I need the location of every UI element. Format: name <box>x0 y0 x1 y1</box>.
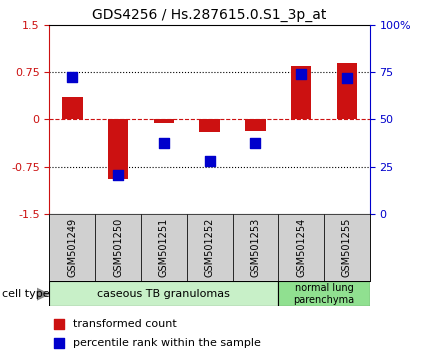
Point <box>115 172 122 178</box>
Bar <box>233 214 278 281</box>
Text: GSM501255: GSM501255 <box>342 218 352 278</box>
Bar <box>95 214 141 281</box>
Point <box>160 141 167 146</box>
Bar <box>245 119 266 131</box>
Bar <box>291 66 311 119</box>
Polygon shape <box>37 288 49 300</box>
Bar <box>324 214 370 281</box>
Bar <box>187 214 233 281</box>
Point <box>344 76 350 81</box>
Bar <box>141 214 187 281</box>
Text: cell type: cell type <box>2 289 50 299</box>
Text: transformed count: transformed count <box>73 319 177 329</box>
Text: GSM501251: GSM501251 <box>159 218 169 278</box>
Title: GDS4256 / Hs.287615.0.S1_3p_at: GDS4256 / Hs.287615.0.S1_3p_at <box>92 8 327 22</box>
Point <box>312 266 319 271</box>
Text: normal lung
parenchyma: normal lung parenchyma <box>293 283 355 305</box>
Bar <box>49 214 95 281</box>
Text: caseous TB granulomas: caseous TB granulomas <box>98 289 230 299</box>
Bar <box>278 214 324 281</box>
Bar <box>278 281 370 306</box>
Point <box>298 71 304 77</box>
Bar <box>62 97 83 119</box>
Bar <box>154 119 174 122</box>
Bar <box>337 63 357 119</box>
Text: GSM501249: GSM501249 <box>68 218 77 278</box>
Point <box>312 88 319 94</box>
Text: GSM501250: GSM501250 <box>113 218 123 278</box>
Text: percentile rank within the sample: percentile rank within the sample <box>73 338 261 348</box>
Bar <box>49 281 278 306</box>
Point <box>206 158 213 163</box>
Text: GSM501254: GSM501254 <box>296 218 306 278</box>
Text: GSM501253: GSM501253 <box>250 218 261 278</box>
Bar <box>108 119 129 179</box>
Bar <box>200 119 220 132</box>
Point <box>252 141 259 146</box>
Text: GSM501252: GSM501252 <box>205 218 215 278</box>
Point <box>69 74 76 79</box>
